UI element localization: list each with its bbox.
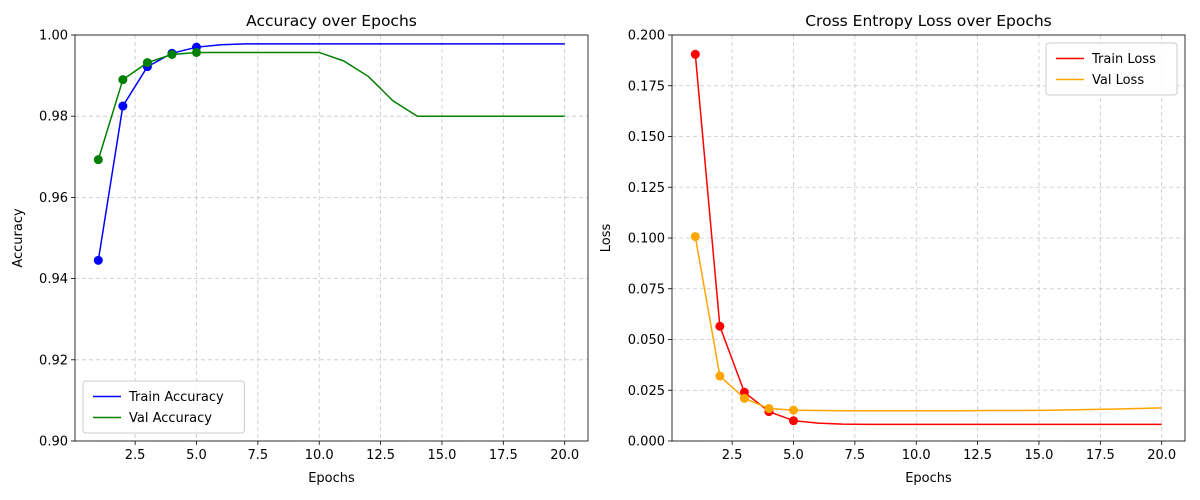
x-tick-label: 10.0 xyxy=(305,448,334,463)
x-tick-label: 12.5 xyxy=(366,448,395,463)
legend-label: Train Loss xyxy=(1091,52,1156,67)
y-tick-label: 0.100 xyxy=(628,232,665,247)
y-tick-label: 0.150 xyxy=(628,130,665,145)
chart-title: Cross Entropy Loss over Epochs xyxy=(805,12,1052,30)
legend-label: Val Accuracy xyxy=(129,411,212,426)
data-point xyxy=(789,416,798,426)
x-tick-label: 15.0 xyxy=(1024,448,1053,463)
chart-panel-1: 2.5 5.0 7.5 10.0 12.5 15.0 17.5 20.0 0.90 0.92 0.9… xyxy=(11,12,589,486)
y-tick-label: 0.96 xyxy=(39,191,68,206)
chart-title: Accuracy over Epochs xyxy=(246,12,417,30)
x-tick-label: 5.0 xyxy=(783,448,804,463)
y-axis-label: Accuracy xyxy=(11,208,26,268)
x-axis-label: Epochs xyxy=(905,471,952,486)
y-tick-label: 0.94 xyxy=(39,272,68,287)
y-tick-label: 0.050 xyxy=(628,333,665,348)
data-point xyxy=(789,405,798,415)
y-tick-label: 0.92 xyxy=(39,353,68,368)
data-point xyxy=(715,321,725,331)
x-tick-label: 7.5 xyxy=(248,448,269,463)
data-point xyxy=(764,404,774,414)
data-point xyxy=(715,371,725,381)
y-tick-label: 0.125 xyxy=(628,181,665,196)
legend-box xyxy=(82,380,245,434)
y-tick-label: 0.025 xyxy=(628,384,665,399)
y-tick-label: 0.075 xyxy=(628,282,665,297)
data-point xyxy=(142,58,152,68)
data-point xyxy=(690,49,700,59)
legend-label: Val Loss xyxy=(1092,73,1144,88)
x-tick-label: 20.0 xyxy=(550,448,579,463)
x-tick-label: 10.0 xyxy=(902,448,931,463)
x-tick-label: 20.0 xyxy=(1147,448,1176,463)
x-tick-label: 5.0 xyxy=(186,448,207,463)
x-tick-label: 2.5 xyxy=(722,448,743,463)
x-tick-label: 15.0 xyxy=(427,448,456,463)
series-line-1 xyxy=(694,54,1162,426)
legend: Train Loss Val Loss xyxy=(1045,42,1178,96)
data-point xyxy=(93,255,103,265)
series-line-1 xyxy=(97,43,565,261)
legend-label: Train Accuracy xyxy=(128,390,224,405)
x-tick-label: 17.5 xyxy=(489,448,518,463)
x-tick-label: 12.5 xyxy=(963,448,992,463)
legend-box xyxy=(1045,42,1178,96)
y-tick-label: 1.00 xyxy=(39,29,68,44)
x-tick-label: 7.5 xyxy=(845,448,866,463)
y-tick-label: 0.90 xyxy=(39,435,68,450)
y-tick-label: 0.175 xyxy=(628,79,665,94)
y-tick-label: 0.000 xyxy=(628,435,665,450)
x-axis-label: Epochs xyxy=(308,471,355,486)
y-axis-label: Loss xyxy=(599,224,614,253)
y-tick-label: 0.200 xyxy=(628,29,665,44)
legend: Train Accuracy Val Accuracy xyxy=(82,380,245,434)
series-line-2 xyxy=(694,236,1162,412)
data-point xyxy=(690,232,700,242)
data-point xyxy=(739,393,749,403)
chart-panel-2: 2.5 5.0 7.5 10.0 12.5 15.0 17.5 20.0 0.000 0.025 0… xyxy=(599,12,1186,486)
y-tick-label: 0.98 xyxy=(39,110,68,125)
x-tick-label: 2.5 xyxy=(125,448,146,463)
data-point xyxy=(118,75,128,85)
data-point xyxy=(167,49,177,59)
plot-frame xyxy=(74,34,589,442)
x-tick-label: 17.5 xyxy=(1086,448,1115,463)
series-line-2 xyxy=(97,51,565,160)
data-point xyxy=(118,101,128,111)
data-point xyxy=(192,47,201,57)
data-point xyxy=(93,155,103,165)
plot-frame xyxy=(671,34,1186,442)
